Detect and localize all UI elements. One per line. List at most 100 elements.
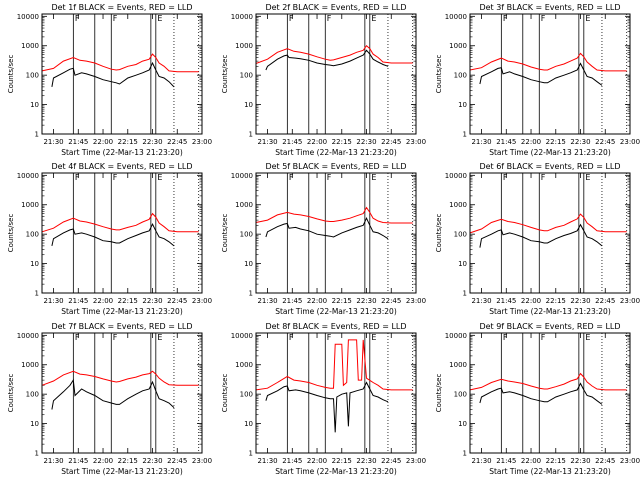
y-tick-label: 100 [240, 391, 253, 399]
time-marker-label: F [75, 333, 80, 342]
chart-panel-4: Det 4f BLACK = Events, RED = LLD Counts/s… [7, 162, 212, 316]
y-axis-label: Counts/sec [7, 214, 15, 253]
series-line-lld [255, 339, 413, 391]
x-tick-label: 23:00 [406, 138, 426, 146]
time-marker-label: F [113, 333, 118, 342]
chart-panel-1: Det 1f BLACK = Events, RED = LLD Counts/s… [7, 3, 212, 157]
chart-panel-8: Det 8f BLACK = Events, RED = LLD Counts/s… [221, 322, 426, 476]
y-axis-label: Counts/sec [435, 214, 443, 253]
x-tick-label: 21:45 [282, 457, 302, 465]
y-tick-label: 1000 [235, 201, 253, 209]
series-line-events [479, 62, 603, 86]
y-tick-label: 1 [463, 131, 467, 139]
y-tick-label: 1000 [449, 201, 467, 209]
x-tick-label: 22:15 [332, 457, 352, 465]
plot-frame [469, 13, 631, 135]
x-tick-label: 22:45 [381, 138, 401, 146]
y-axis-label: Counts/sec [221, 214, 229, 253]
x-tick-label: 22:30 [570, 138, 590, 146]
series-line-lld [41, 53, 199, 73]
y-tick-label: 1 [249, 290, 253, 298]
time-marker-label: F [541, 333, 546, 342]
y-tick-label: 1000 [449, 361, 467, 369]
y-tick-label: 100 [240, 231, 253, 239]
x-tick-label: 22:30 [142, 297, 162, 305]
x-tick-label: 21:45 [68, 297, 88, 305]
chart-title: Det 7f BLACK = Events, RED = LLD [51, 322, 192, 331]
x-tick-label: 22:00 [93, 457, 113, 465]
x-axis-label: Start Time (22-Mar-13 21:23:20) [61, 148, 183, 157]
x-tick-label: 22:30 [356, 138, 376, 146]
y-tick-label: 10 [244, 260, 253, 268]
time-marker-label: E [157, 14, 162, 23]
plot-frame [469, 332, 631, 454]
y-tick-label: 100 [454, 231, 467, 239]
chart-title: Det 5f BLACK = Events, RED = LLD [265, 162, 406, 171]
time-marker-label: F [289, 333, 294, 342]
x-axis-label: Start Time (22-Mar-13 21:23:20) [489, 307, 611, 316]
x-tick-label: 21:45 [282, 138, 302, 146]
x-tick-label: 21:45 [496, 138, 516, 146]
plot-frame [41, 172, 203, 294]
y-tick-label: 10 [244, 101, 253, 109]
time-marker-label: F [503, 333, 508, 342]
time-marker-label: E [585, 173, 590, 182]
x-tick-label: 22:30 [356, 457, 376, 465]
chart-title: Det 6f BLACK = Events, RED = LLD [479, 162, 620, 171]
x-tick-label: 22:30 [142, 138, 162, 146]
y-axis-label: Counts/sec [7, 374, 15, 413]
y-tick-label: 1 [249, 450, 253, 458]
x-tick-label: 22:15 [118, 297, 138, 305]
series-line-lld [41, 212, 199, 233]
plot-frame [41, 332, 203, 454]
x-tick-label: 23:00 [192, 297, 212, 305]
x-tick-label: 21:45 [68, 138, 88, 146]
x-tick-label: 22:15 [546, 457, 566, 465]
series-line-lld [469, 372, 627, 391]
x-tick-label: 23:00 [406, 457, 426, 465]
time-marker-label: F [113, 14, 118, 23]
y-tick-label: 10 [458, 420, 467, 428]
chart-title: Det 2f BLACK = Events, RED = LLD [265, 3, 406, 12]
x-tick-label: 21:30 [257, 297, 277, 305]
x-tick-label: 22:15 [332, 138, 352, 146]
series-line-lld [255, 206, 413, 224]
time-marker-label: E [585, 333, 590, 342]
x-tick-label: 23:00 [620, 138, 640, 146]
y-tick-label: 1 [35, 450, 39, 458]
x-tick-label: 21:30 [43, 457, 63, 465]
y-tick-label: 100 [454, 391, 467, 399]
y-tick-label: 1 [35, 131, 39, 139]
series-line-lld [41, 370, 199, 386]
chart-title: Det 3f BLACK = Events, RED = LLD [479, 3, 620, 12]
x-tick-label: 23:00 [620, 457, 640, 465]
y-tick-label: 1000 [235, 42, 253, 50]
y-tick-label: 1000 [21, 201, 39, 209]
x-tick-label: 22:45 [595, 138, 615, 146]
y-tick-label: 100 [240, 72, 253, 80]
series-line-lld [469, 213, 627, 234]
x-axis-label: Start Time (22-Mar-13 21:23:20) [275, 467, 397, 476]
y-tick-label: 10000 [17, 172, 39, 180]
plot-frame [255, 332, 417, 454]
y-axis-label: Counts/sec [435, 55, 443, 94]
y-axis-label: Counts/sec [221, 374, 229, 413]
x-tick-label: 22:00 [307, 297, 327, 305]
plot-frame [41, 13, 203, 135]
y-axis-label: Counts/sec [7, 55, 15, 94]
y-tick-label: 1000 [235, 361, 253, 369]
x-axis-label: Start Time (22-Mar-13 21:23:20) [275, 148, 397, 157]
x-tick-label: 22:30 [570, 457, 590, 465]
x-tick-label: 22:15 [546, 138, 566, 146]
x-tick-label: 22:30 [142, 457, 162, 465]
y-tick-label: 10 [244, 420, 253, 428]
time-marker-label: F [327, 333, 332, 342]
y-tick-label: 1 [35, 290, 39, 298]
series-line-events [265, 49, 389, 71]
time-marker-label: F [541, 14, 546, 23]
time-marker-label: F [75, 14, 80, 23]
series-line-lld [255, 44, 413, 64]
x-tick-label: 22:45 [167, 297, 187, 305]
x-tick-label: 21:45 [496, 297, 516, 305]
